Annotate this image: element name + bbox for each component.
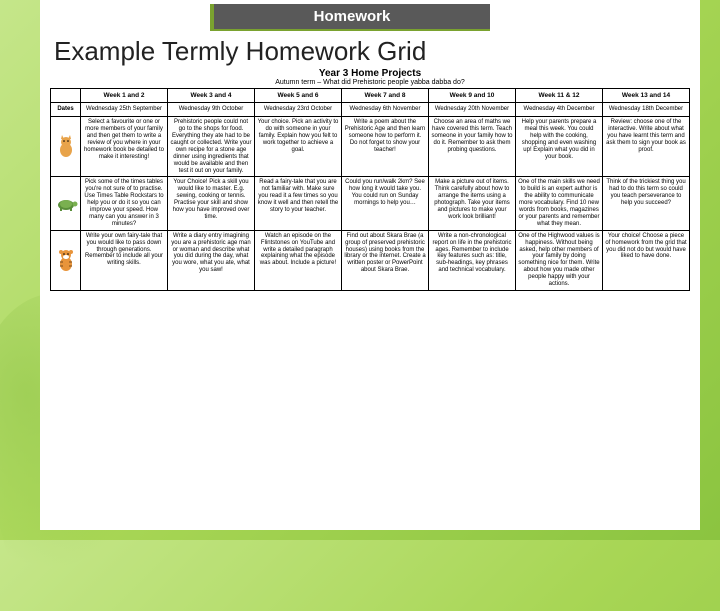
task-cell: Select a favourite or one or more member…	[81, 117, 168, 177]
task-cell: Review: choose one of the interactive. W…	[603, 117, 690, 177]
date-cell: Wednesday 6th November	[342, 103, 429, 117]
turtle-icon	[51, 177, 81, 230]
tab-label: Homework	[314, 8, 391, 25]
header-row: Week 1 and 2 Week 3 and 4 Week 5 and 6 W…	[51, 89, 690, 103]
task-cell: Your choice! Choose a piece of homework …	[603, 230, 690, 290]
table-row: Write your own fairy-tale that you would…	[51, 230, 690, 290]
project-title: Year 3 Home Projects	[50, 68, 690, 79]
homework-tab: Homework	[210, 4, 490, 31]
task-cell: Prehistoric people could not go to the s…	[168, 117, 255, 177]
task-cell: Pick some of the times tables you're not…	[81, 177, 168, 230]
col-head: Week 3 and 4	[168, 89, 255, 103]
task-cell: Your choice. Pick an activity to do with…	[255, 117, 342, 177]
task-cell: Help your parents prepare a meal this we…	[516, 117, 603, 177]
task-cell: Watch an episode on the Flintstones on Y…	[255, 230, 342, 290]
task-cell: One of the main skills we need to build …	[516, 177, 603, 230]
task-cell: Make a picture out of items. Think caref…	[429, 177, 516, 230]
col-head: Week 9 and 10	[429, 89, 516, 103]
col-head: Week 5 and 6	[255, 89, 342, 103]
main-title: Example Termly Homework Grid	[54, 36, 690, 67]
task-cell: Choose an area of maths we have covered …	[429, 117, 516, 177]
dates-row: Dates Wednesday 25th September Wednesday…	[51, 103, 690, 117]
col-head: Week 1 and 2	[81, 89, 168, 103]
task-cell: Your Choice! Pick a skill you would like…	[168, 177, 255, 230]
term-line: Autumn term – What did Prehistoric peopl…	[50, 79, 690, 86]
tiger-icon	[51, 230, 81, 290]
task-cell: One of the Highwood values is happiness.…	[516, 230, 603, 290]
table-row: Pick some of the times tables you're not…	[51, 177, 690, 230]
date-cell: Wednesday 25th September	[81, 103, 168, 117]
task-cell: Read a fairy-tale that you are not famil…	[255, 177, 342, 230]
page-content: Homework Example Termly Homework Grid Ye…	[40, 0, 700, 530]
date-cell: Wednesday 23rd October	[255, 103, 342, 117]
date-cell: Wednesday 20th November	[429, 103, 516, 117]
cat-icon	[51, 117, 81, 177]
homework-grid: Week 1 and 2 Week 3 and 4 Week 5 and 6 W…	[50, 88, 690, 291]
date-cell: Wednesday 4th December	[516, 103, 603, 117]
col-head: Week 7 and 8	[342, 89, 429, 103]
task-cell: Could you run/walk 2km? See how long it …	[342, 177, 429, 230]
task-cell: Write your own fairy-tale that you would…	[81, 230, 168, 290]
task-cell: Find out about Skara Brae (a group of pr…	[342, 230, 429, 290]
dates-label: Dates	[51, 103, 81, 117]
col-head: Week 13 and 14	[603, 89, 690, 103]
task-cell: Write a non-chronological report on life…	[429, 230, 516, 290]
table-row: Select a favourite or one or more member…	[51, 117, 690, 177]
task-cell: Write a poem about the Prehistoric Age a…	[342, 117, 429, 177]
corner-cell	[51, 89, 81, 103]
col-head: Week 11 & 12	[516, 89, 603, 103]
date-cell: Wednesday 9th October	[168, 103, 255, 117]
task-cell: Think of the trickiest thing you had to …	[603, 177, 690, 230]
date-cell: Wednesday 18th December	[603, 103, 690, 117]
task-cell: Write a diary entry imagining you are a …	[168, 230, 255, 290]
